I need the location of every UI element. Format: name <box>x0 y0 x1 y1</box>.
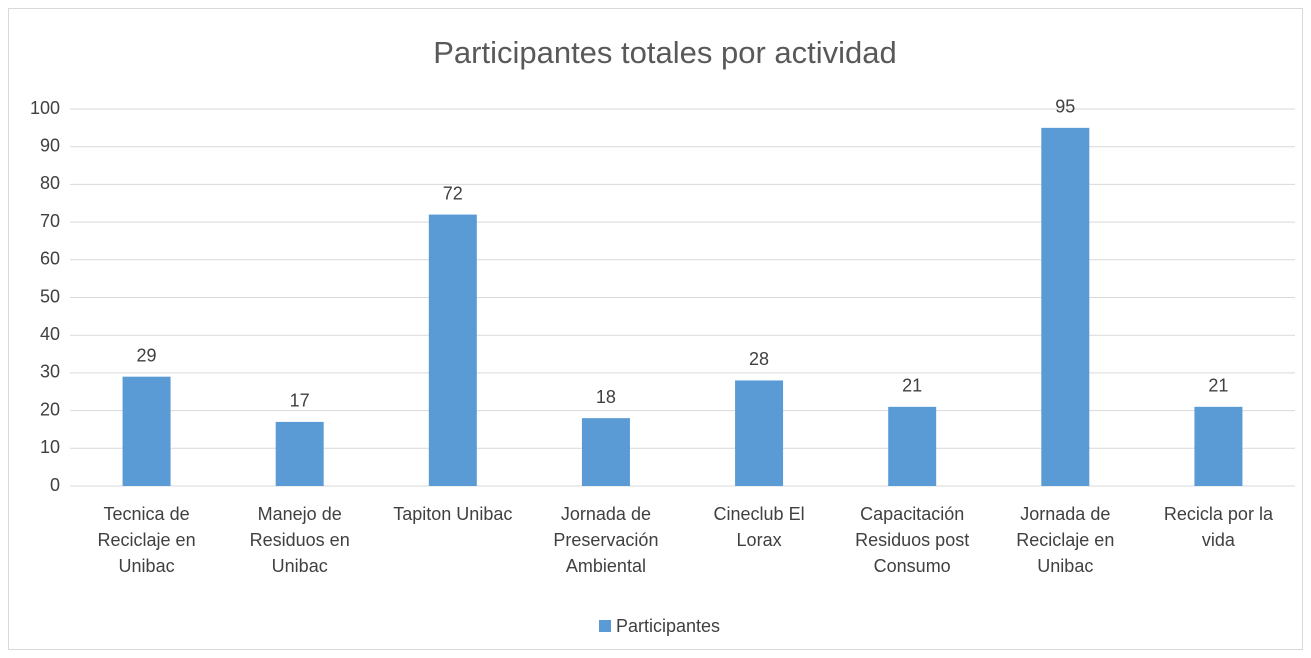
x-tick-label: Cineclub El Lorax <box>714 504 805 550</box>
y-tick-label: 60 <box>40 249 60 269</box>
legend-swatch <box>599 620 611 632</box>
x-tick-label: Recicla por la vida <box>1164 504 1274 550</box>
data-label: 29 <box>137 345 157 365</box>
x-tick-label: Manejo de Residuos en Unibac <box>250 504 350 576</box>
bar <box>428 214 477 486</box>
chart-title: Participantes totales por actividad <box>433 35 897 70</box>
legend-label: Participantes <box>616 616 720 636</box>
y-tick-label: 90 <box>40 135 60 155</box>
x-tick-label: Jornada de Reciclaje en Unibac <box>1016 504 1114 576</box>
x-tick-label: Capacitación Residuos post Consumo <box>855 504 969 576</box>
data-label: 21 <box>902 376 922 396</box>
y-tick-label: 0 <box>50 475 60 495</box>
x-tick-label: Tecnica de Reciclaje en Unibac <box>98 504 196 576</box>
bar <box>735 380 784 486</box>
x-tick-label: Jornada de Preservación Ambiental <box>553 504 658 576</box>
data-label: 95 <box>1055 97 1075 117</box>
chart-border <box>8 8 1303 650</box>
data-label: 72 <box>443 183 463 203</box>
data-label: 18 <box>596 387 616 407</box>
y-tick-label: 30 <box>40 362 60 382</box>
y-tick-label: 20 <box>40 399 60 419</box>
x-tick-label: Tapiton Unibac <box>393 504 512 524</box>
bar <box>581 418 630 486</box>
bar <box>1194 406 1243 486</box>
y-tick-label: 50 <box>40 286 60 306</box>
bar <box>275 421 324 486</box>
bar <box>1041 127 1090 486</box>
y-tick-label: 70 <box>40 211 60 231</box>
bar <box>888 406 937 486</box>
data-label: 28 <box>749 349 769 369</box>
y-tick-label: 40 <box>40 324 60 344</box>
bar <box>122 376 171 486</box>
y-tick-label: 100 <box>30 98 60 118</box>
data-label: 21 <box>1208 376 1228 396</box>
y-tick-label: 10 <box>40 437 60 457</box>
data-label: 17 <box>290 391 310 411</box>
y-tick-label: 80 <box>40 173 60 193</box>
